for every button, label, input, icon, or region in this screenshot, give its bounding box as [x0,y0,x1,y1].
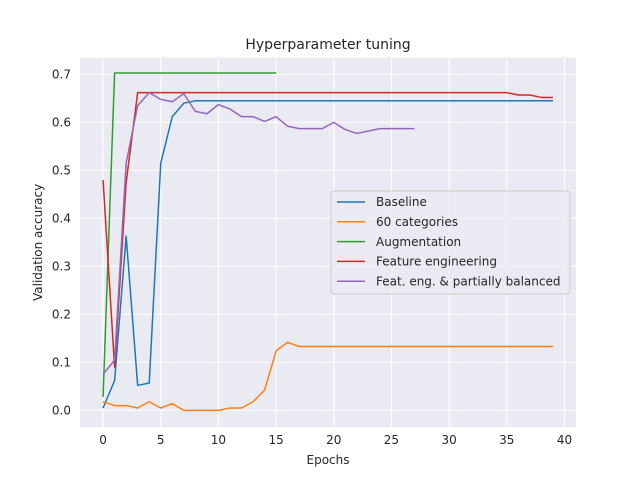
y-axis-label: Validation accuracy [31,184,45,301]
series-line-feat-eng-partially-balanced [102,91,415,375]
y-tick-label: 0.1 [52,355,71,369]
y-tick-label: 0.3 [52,259,71,273]
series-line-60-categories [102,341,553,412]
x-tick-label: 40 [557,433,572,447]
x-tick-label: 0 [99,433,107,447]
series-line-baseline [102,100,553,409]
x-axis-label: Epochs [307,453,350,467]
x-tick-label: 25 [384,433,399,447]
y-tick-label: 0.6 [52,115,71,129]
legend-box [330,190,571,295]
y-tick-label: 0.7 [52,67,71,81]
legend-label-60-categories: 60 categories [376,215,458,229]
y-tick-label: 0.5 [52,163,71,177]
series-line-augmentation [102,72,277,397]
y-tick-label: 0.0 [52,403,71,417]
legend-label-feature-engineering: Feature engineering [376,255,497,269]
series-lines [102,72,553,412]
x-tick-label: 35 [499,433,514,447]
legend-label-feat-eng-partially-balanced: Feat. eng. & partially balanced [376,274,560,288]
legend-label-baseline: Baseline [376,195,427,209]
x-tick-label: 15 [268,433,283,447]
x-tick-label: 20 [326,433,341,447]
legend: Baseline 60 categories Augmentation Feature… [330,190,571,295]
x-tick-label: 30 [441,433,456,447]
y-tick-label: 0.4 [52,211,71,225]
x-tick-labels: 0 5 10 15 20 25 30 35 40 [99,433,572,447]
legend-label-augmentation: Augmentation [376,235,461,249]
series-line-feature-engineering [102,91,553,368]
chart-title: Hyperparameter tuning [245,37,410,53]
y-tick-label: 0.2 [52,307,71,321]
y-tick-labels: 0.0 0.1 0.2 0.3 0.4 0.5 0.6 0.7 [52,67,71,417]
x-tick-label: 10 [211,433,226,447]
x-tick-label: 5 [157,433,165,447]
